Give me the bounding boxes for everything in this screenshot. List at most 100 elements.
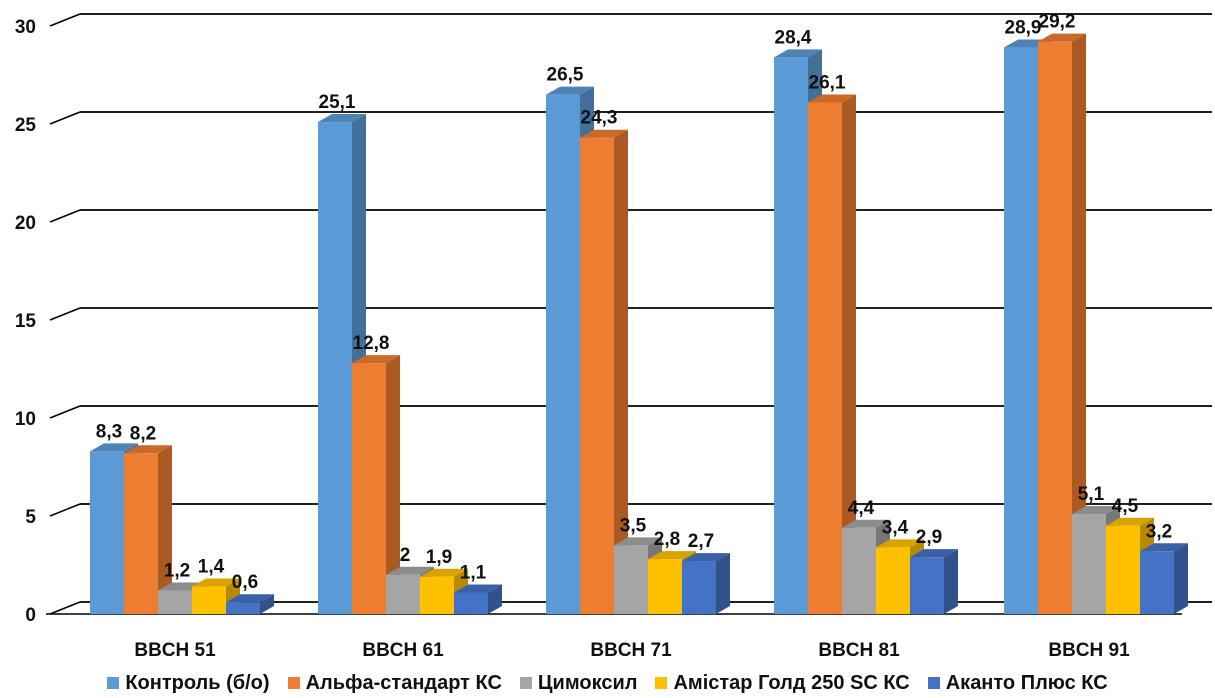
legend-label: Амістар Голд 250 SC КС bbox=[673, 671, 910, 694]
bar-bbch-51-series-5 bbox=[226, 602, 260, 614]
bar-top bbox=[1106, 517, 1154, 526]
bar-bbch-91-series-4 bbox=[1106, 525, 1140, 614]
data-label: 2,8 bbox=[654, 529, 680, 550]
legend-item: Цимоксил bbox=[519, 671, 638, 695]
legend-label: Альфа-стандарт КС bbox=[305, 671, 502, 694]
bar-bbch-81-series-3 bbox=[842, 527, 876, 614]
bar-bbch-81-series-4 bbox=[876, 547, 910, 614]
bar-top bbox=[648, 551, 696, 560]
data-label: 26,5 bbox=[547, 65, 584, 86]
bar-bbch-91-series-1 bbox=[1004, 47, 1038, 615]
bar-top bbox=[386, 566, 434, 575]
legend-swatch bbox=[107, 677, 120, 689]
data-label: 2,9 bbox=[916, 527, 942, 548]
x-tick-label: BBCH 51 bbox=[134, 640, 216, 661]
bar-top bbox=[454, 584, 502, 593]
bar-bbch-51-series-3 bbox=[158, 590, 192, 614]
bar-top bbox=[876, 539, 924, 548]
y-tick-label: 0 bbox=[25, 605, 36, 626]
bar-top bbox=[682, 553, 730, 562]
bar-bbch-81-series-5 bbox=[910, 557, 944, 614]
data-labels: 8,3 8,2 1,2 1,4 0,6 25,1 12,8 2 1,9 1,1 26,5 24,3 3,… bbox=[96, 12, 1172, 594]
legend-swatch bbox=[927, 677, 940, 689]
bar-top bbox=[842, 519, 890, 528]
data-label: 3,4 bbox=[882, 517, 909, 538]
bar-bbch-61-series-3 bbox=[386, 574, 420, 614]
data-label: 28,9 bbox=[1005, 18, 1042, 39]
bar-side bbox=[386, 355, 400, 614]
data-label: 1,2 bbox=[164, 560, 190, 581]
bar-bbch-51-series-2 bbox=[124, 453, 158, 614]
legend-item: Амістар Голд 250 SC КС bbox=[655, 671, 910, 695]
data-label: 8,2 bbox=[130, 423, 156, 444]
y-tick-label: 30 bbox=[15, 17, 36, 38]
gridline-depth bbox=[49, 405, 81, 419]
y-tick-label: 15 bbox=[15, 311, 37, 332]
bar-bbch-71-series-2 bbox=[580, 137, 614, 614]
data-label: 4,4 bbox=[848, 498, 875, 519]
bar-bbch-61-series-1 bbox=[318, 122, 352, 614]
gridline-depth bbox=[49, 13, 81, 27]
gridline-depth bbox=[49, 209, 81, 223]
bar-bbch-51-series-1 bbox=[90, 451, 124, 614]
bar-bbch-71-series-4 bbox=[648, 559, 682, 614]
gridline-depth bbox=[49, 601, 81, 615]
bar-side bbox=[1072, 33, 1086, 615]
bar-side bbox=[1174, 543, 1188, 614]
bar-top bbox=[808, 94, 856, 103]
x-tick-label: BBCH 81 bbox=[818, 640, 900, 661]
y-axis: 0 5 10 15 20 25 30 bbox=[15, 17, 37, 626]
x-axis: BBCH 51 BBCH 61 BBCH 71 BBCH 81 BBCH 91 bbox=[134, 640, 1130, 661]
data-label: 3,5 bbox=[620, 515, 647, 536]
legend-label: Контроль (б/о) bbox=[125, 671, 270, 694]
data-label: 29,2 bbox=[1039, 12, 1076, 33]
bar-top bbox=[546, 86, 594, 95]
bar-top bbox=[420, 568, 468, 577]
bar-side bbox=[260, 594, 274, 614]
data-label: 5,1 bbox=[1078, 484, 1105, 505]
bar-bbch-81-series-2 bbox=[808, 102, 842, 614]
bar-side bbox=[158, 445, 172, 614]
gridline-depth bbox=[49, 111, 81, 125]
data-label: 2,7 bbox=[688, 531, 714, 552]
x-tick-label: BBCH 61 bbox=[362, 640, 444, 661]
bar-top bbox=[124, 445, 172, 454]
bar-side bbox=[716, 553, 730, 614]
data-label: 1,4 bbox=[198, 557, 225, 578]
legend-item: Контроль (б/о) bbox=[107, 671, 270, 695]
bar-top bbox=[90, 443, 138, 452]
legend-swatch bbox=[287, 677, 300, 689]
data-label: 4,5 bbox=[1112, 496, 1139, 517]
bar-side bbox=[614, 129, 628, 614]
bar-side bbox=[488, 584, 502, 614]
bar-bbch-61-series-4 bbox=[420, 576, 454, 614]
bar-bbch-71-series-1 bbox=[546, 94, 580, 615]
legend-label: Цимоксил bbox=[537, 671, 638, 694]
bar-top bbox=[226, 594, 274, 603]
bar-top bbox=[352, 355, 400, 364]
data-label: 3,2 bbox=[1146, 521, 1172, 542]
data-label: 0,6 bbox=[232, 572, 258, 593]
bar-top bbox=[1038, 33, 1086, 42]
bar-top bbox=[910, 549, 958, 558]
bar-top bbox=[580, 129, 628, 138]
bar-top bbox=[1072, 506, 1120, 515]
legend-item: Альфа-стандарт КС bbox=[287, 671, 502, 695]
bar-side bbox=[842, 94, 856, 614]
data-label: 25,1 bbox=[319, 92, 356, 113]
data-label: 28,4 bbox=[775, 27, 812, 48]
gridline-depth bbox=[49, 307, 81, 321]
bar-bbch-61-series-2 bbox=[352, 363, 386, 614]
data-label: 24,3 bbox=[581, 108, 618, 129]
bar-bbch-71-series-5 bbox=[682, 561, 716, 614]
legend-swatch bbox=[519, 677, 532, 689]
data-label: 1,1 bbox=[460, 562, 487, 583]
bar-bbch-91-series-3 bbox=[1072, 514, 1106, 614]
bar-bbch-91-series-2 bbox=[1038, 41, 1072, 615]
bar-top bbox=[774, 49, 822, 58]
bar-top bbox=[614, 537, 662, 546]
bar-bbch-61-series-5 bbox=[454, 592, 488, 614]
bar-top bbox=[192, 578, 240, 587]
legend-item: Аканто Плюс КС bbox=[927, 672, 1108, 695]
